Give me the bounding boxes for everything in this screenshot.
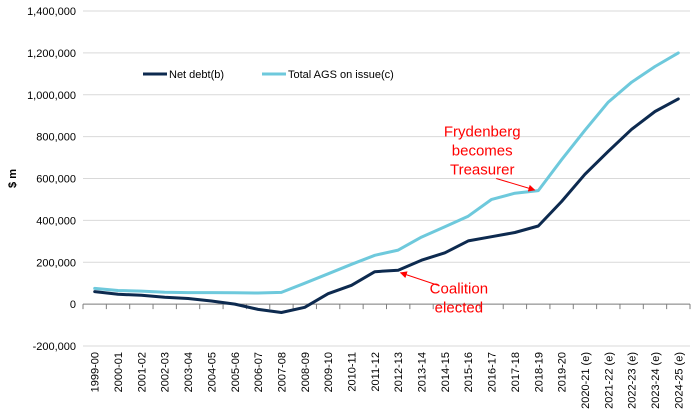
x-axis: 1999-00 2000-01 2001-02 2002-03 2003-04 2004-… (82, 303, 691, 409)
x-tick-label: 2007-08 (276, 352, 288, 392)
annotation-frydenberg: Treasurer (450, 162, 514, 179)
x-tick-label: 2013-14 (417, 352, 429, 392)
x-tick-label: 2014-15 (440, 352, 452, 392)
x-tick-label: 2000-01 (113, 352, 125, 392)
y-tick-label: 1,200,000 (27, 48, 76, 60)
x-tick-label: 2006-07 (253, 352, 265, 392)
gridlines (83, 10, 690, 347)
x-tick-label: 2023-24 (e) (650, 352, 662, 409)
x-tick-label: 2009-10 (323, 352, 335, 392)
y-tick-label: 800,000 (36, 132, 76, 144)
x-tick-label: 2016-17 (487, 352, 499, 392)
annotation-frydenberg: Frydenberg (444, 124, 521, 141)
legend-label: Total AGS on issue(c) (288, 69, 394, 81)
y-tick-label: 0 (70, 299, 76, 311)
x-tick-label: 2011-12 (370, 352, 382, 392)
series-line-total-ags (93, 51, 680, 295)
y-tick-label: 600,000 (36, 174, 76, 186)
annotation-frydenberg: becomes (452, 143, 513, 160)
x-tick-label: 2003-04 (183, 352, 195, 392)
x-tick-label: 2001-02 (136, 352, 148, 392)
annotation-coalition: Coalition (430, 281, 488, 298)
y-tick-label: 400,000 (36, 215, 76, 227)
x-tick-label: 2002-03 (160, 352, 172, 392)
series-lines (93, 51, 680, 314)
x-tick-label: 2020-21 (e) (580, 352, 592, 409)
x-tick-label: 1999-00 (90, 352, 102, 392)
y-axis: -200,000 0 200,000 400,000 600,000 800,000 1,0… (27, 6, 76, 353)
x-tick-label: 2005-06 (230, 352, 242, 392)
x-tick-label: 2024-25 (e) (673, 352, 685, 409)
y-tick-label: 1,000,000 (27, 90, 76, 102)
x-tick-label: 2022-23 (e) (627, 352, 639, 409)
x-tick-label: 2004-05 (206, 352, 218, 392)
annotation-arrow-frydenberg (496, 178, 536, 192)
x-tick-label: 2012-13 (393, 352, 405, 392)
legend: Net debt(b) Total AGS on issue(c) (143, 69, 394, 81)
x-tick-label: 2017-18 (510, 352, 522, 392)
legend-label: Net debt(b) (169, 69, 224, 81)
series-line-net-debt (93, 97, 680, 314)
y-tick-label: 200,000 (36, 257, 76, 269)
x-tick-label: 2010-11 (346, 352, 358, 392)
x-tick-label: 2015-16 (463, 352, 475, 392)
x-tick-label: 2019-20 (557, 352, 569, 392)
y-tick-label: 1,400,000 (27, 6, 76, 18)
x-tick-label: 2018-19 (533, 352, 545, 392)
annotation-coalition: elected (435, 300, 483, 317)
y-tick-label: -200,000 (33, 341, 76, 353)
y-axis-label: $ m (7, 169, 19, 188)
annotation-arrow-coalition (399, 271, 439, 286)
annotations: Frydenberg becomes Treasurer Coalition elect… (399, 124, 536, 317)
x-tick-label: 2021-22 (e) (603, 352, 615, 409)
x-tick-label: 2008-09 (300, 352, 312, 392)
